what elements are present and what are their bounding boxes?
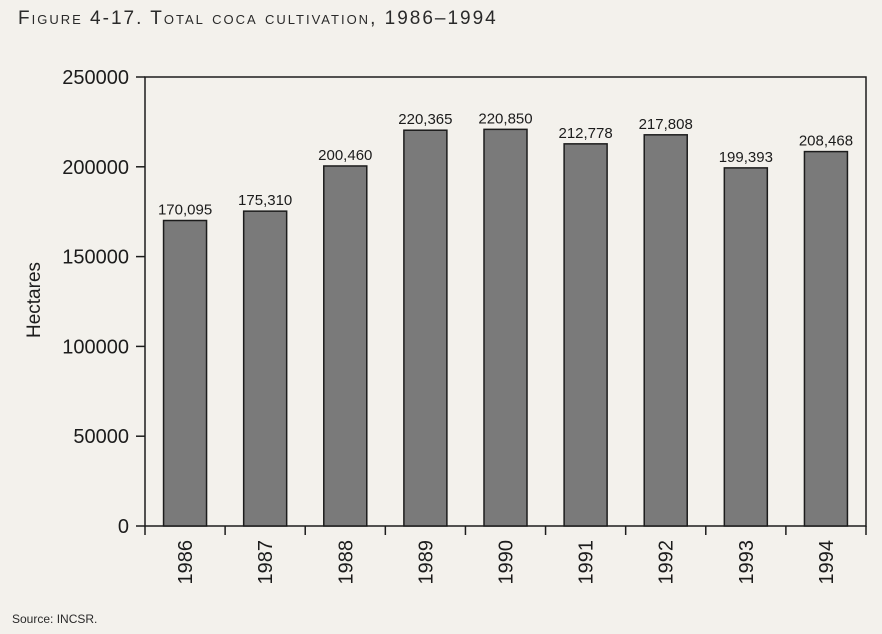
data-label-1986: 170,095	[158, 202, 212, 219]
bar-1990	[483, 128, 528, 527]
x-tick-label-1988: 1988	[335, 540, 357, 585]
data-label-1994: 208,468	[799, 133, 853, 150]
x-tick-label-1994: 1994	[816, 540, 838, 585]
x-tick-label-1993: 1993	[736, 540, 758, 585]
bar-1994	[803, 150, 849, 527]
y-tick-label: 100000	[62, 336, 129, 358]
bar-1992	[643, 134, 688, 527]
data-label-1988: 200,460	[318, 147, 372, 164]
y-tick-label: 50000	[73, 426, 129, 448]
x-tick-label-1987: 1987	[255, 540, 277, 585]
bar-1988	[323, 165, 368, 527]
data-label-1989: 220,365	[398, 111, 452, 128]
x-tick-label-1989: 1989	[415, 540, 437, 585]
x-tick-label-1992: 1992	[656, 540, 678, 585]
x-tick-label-1990: 1990	[496, 540, 518, 585]
data-label-1987: 175,310	[238, 192, 292, 209]
bar-1991	[563, 143, 608, 527]
data-label-1993: 199,393	[719, 149, 773, 166]
x-tick-label-1986: 1986	[175, 540, 197, 585]
bar-1989	[403, 129, 448, 527]
bar-1993	[723, 167, 769, 527]
data-label-1990: 220,850	[478, 110, 532, 127]
data-label-1991: 212,778	[558, 125, 612, 142]
y-tick-label: 200000	[62, 157, 129, 179]
data-label-1992: 217,808	[639, 116, 693, 133]
x-tick-label-1991: 1991	[576, 540, 598, 585]
y-tick-label: 250000	[62, 67, 129, 89]
y-tick-label: 150000	[62, 247, 129, 269]
y-axis-title: Hectares	[24, 262, 45, 338]
bar-1987	[242, 210, 288, 527]
figure-title: Figure 4-17. Total coca cultivation, 198…	[18, 8, 498, 29]
bar-chart: 0 50000 100000 150000 200000 250000 170,095 198…	[24, 67, 867, 585]
bar-1986	[162, 219, 208, 527]
source-note: Source: INCSR.	[12, 612, 98, 626]
y-tick-label: 0	[118, 516, 129, 538]
